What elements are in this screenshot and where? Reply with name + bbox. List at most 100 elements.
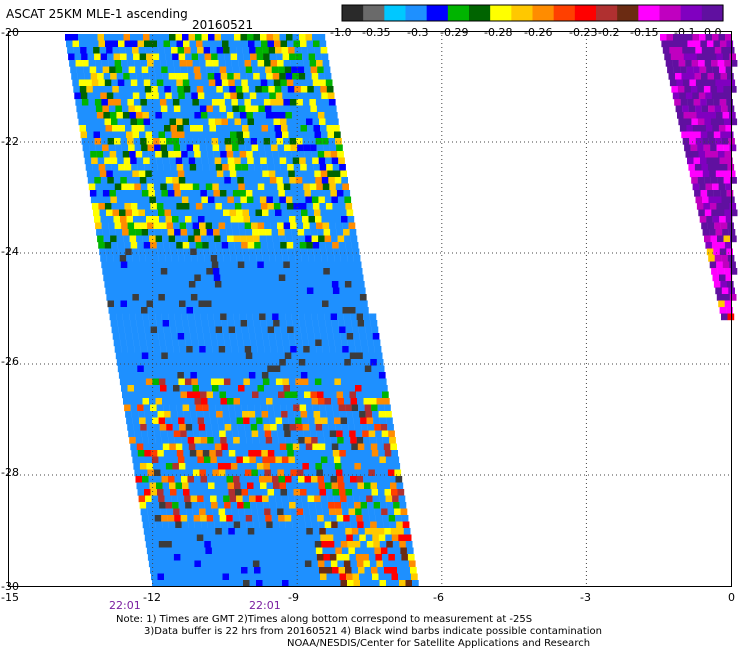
swath-cell [329, 105, 337, 113]
swath-cell [129, 112, 137, 119]
swath-cell [284, 515, 292, 522]
swath-cell [197, 456, 205, 464]
swath-cell [260, 281, 268, 288]
swath-cell [358, 489, 366, 496]
swath-cell [709, 112, 717, 119]
swath-cell [337, 476, 344, 483]
swath-cell [183, 164, 190, 171]
swath-cell [323, 430, 330, 438]
swath-cell [327, 92, 335, 100]
swath-cell [141, 352, 149, 360]
swath-cell [348, 508, 356, 516]
swath-cell [205, 60, 213, 67]
swath-cell [201, 73, 208, 80]
swath-cell [168, 476, 175, 483]
swath-cell [304, 112, 312, 119]
swath-cell [171, 541, 179, 548]
swath-cell [248, 164, 255, 171]
swath-cell [224, 53, 231, 61]
swath-cell [193, 190, 201, 197]
swath-cell [280, 203, 288, 210]
swath-cell [180, 66, 188, 74]
swath-cell [191, 541, 198, 548]
swath-cell [701, 73, 708, 80]
swath-cell [158, 170, 165, 178]
swath-cell [88, 138, 95, 145]
swath-cell [228, 287, 236, 295]
swath-cell [212, 469, 220, 477]
swath-cell [174, 560, 182, 568]
swath-cell [391, 534, 399, 542]
swath-cell [146, 138, 154, 145]
swath-cell [250, 424, 258, 431]
swath-cell [303, 430, 311, 438]
swath-cell [211, 261, 219, 269]
swath-cell [280, 164, 288, 171]
swath-cell [220, 398, 228, 405]
swath-cell [206, 229, 214, 236]
swath-cell [237, 547, 245, 555]
swath-cell [257, 261, 264, 269]
swath-cell [157, 534, 165, 542]
swath-cell [139, 177, 147, 184]
swath-cell [357, 521, 364, 529]
swath-cell [95, 183, 102, 191]
swath-cell [297, 515, 305, 522]
swath-cell [229, 534, 236, 542]
swath-cell [379, 495, 386, 503]
swath-cell [285, 235, 293, 243]
swath-cell [94, 216, 101, 223]
swath-cell [295, 53, 303, 61]
swath-cell [334, 216, 342, 223]
swath-cell [329, 183, 336, 191]
swath-cell [395, 560, 403, 568]
swath-cell [293, 528, 300, 535]
swath-cell [148, 437, 156, 444]
swath-cell [261, 164, 268, 171]
swath-cell [365, 489, 372, 496]
swath-cell [716, 53, 723, 61]
swath-cell [238, 307, 246, 314]
swath-cell [109, 112, 117, 119]
swath-cell [235, 372, 243, 379]
swath-cell [147, 222, 154, 230]
swath-cell [213, 151, 221, 158]
swath-cell [293, 203, 301, 210]
swath-cell [716, 112, 723, 119]
swath-cell [730, 118, 738, 126]
swath-cell [129, 274, 136, 282]
swath-cell [318, 359, 325, 366]
swath-cell [114, 261, 121, 269]
swath-cell [324, 112, 332, 119]
swath-cell [289, 300, 297, 308]
swath-cell [292, 398, 299, 405]
swath-cell [203, 372, 211, 379]
swath-cell [132, 417, 140, 425]
swath-cell [339, 248, 347, 256]
swath-cell [255, 125, 262, 132]
swath-cell [695, 196, 703, 204]
swath-cell [180, 391, 188, 399]
colorbar-label: -0.23 [569, 26, 597, 39]
swath-cell [330, 476, 338, 483]
swath-cell [179, 222, 187, 230]
swath-cell [241, 40, 249, 48]
swath-cell [111, 118, 118, 126]
swath-cell [274, 326, 281, 334]
swath-cell [180, 430, 187, 438]
swath-cell [246, 521, 254, 529]
swath-cell [696, 203, 704, 210]
swath-cell [143, 404, 151, 412]
swath-cell [211, 547, 219, 555]
swath-cell [713, 99, 720, 106]
swath-cell [258, 391, 266, 399]
swath-cell [286, 281, 294, 288]
swath-cell [193, 391, 201, 399]
swath-cell [332, 164, 340, 171]
swath-cell [120, 53, 127, 61]
swath-cell [136, 235, 143, 243]
swath-cell [221, 443, 228, 451]
swath-cell [712, 274, 720, 282]
swath-cell [196, 372, 204, 379]
swath-cell [396, 482, 404, 490]
